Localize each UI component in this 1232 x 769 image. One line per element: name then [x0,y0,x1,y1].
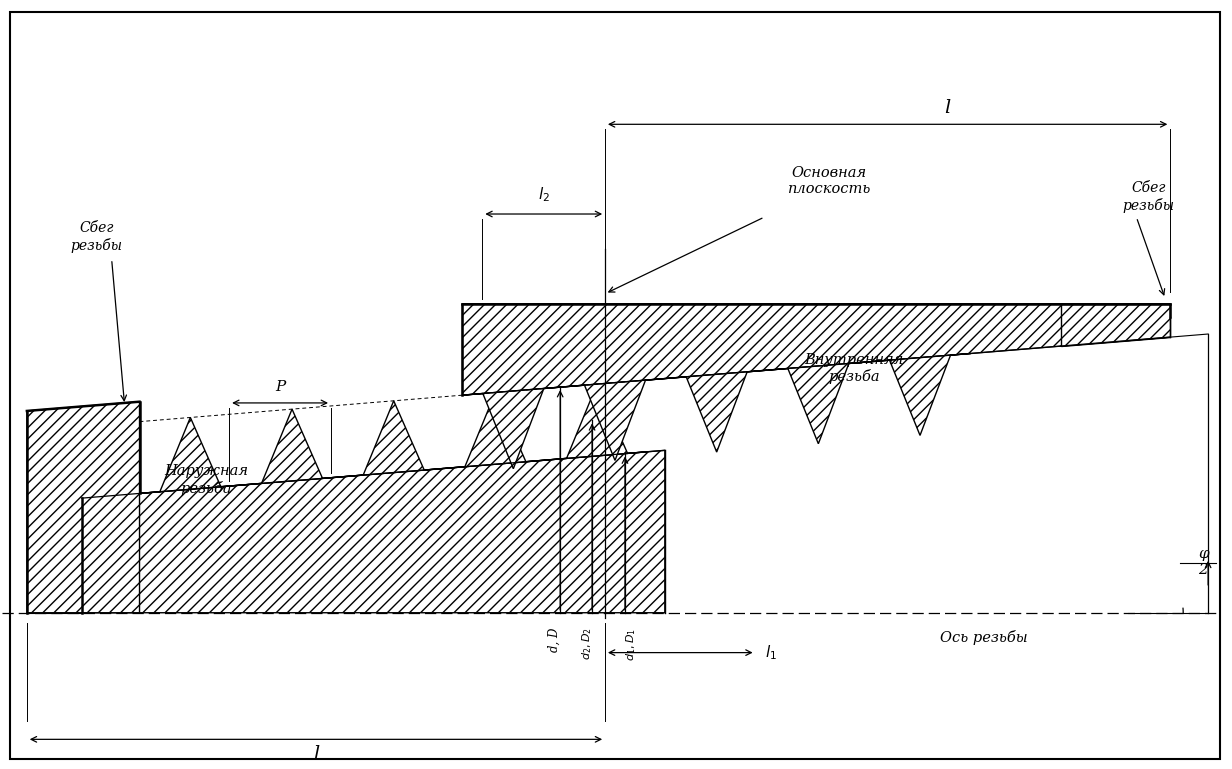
Polygon shape [342,401,445,477]
Polygon shape [139,418,241,494]
Text: $l_1$: $l_1$ [765,643,777,662]
Polygon shape [462,387,564,469]
Text: $l_2$: $l_2$ [538,185,549,204]
Text: P: P [275,380,285,394]
Polygon shape [445,392,546,468]
Text: Основная
плоскость: Основная плоскость [787,166,871,196]
Text: $d_2,D_2$: $d_2,D_2$ [580,628,594,661]
Polygon shape [546,384,648,460]
Polygon shape [870,354,971,435]
Text: l: l [944,99,951,118]
Polygon shape [81,451,665,613]
Polygon shape [665,370,768,452]
Polygon shape [241,409,342,485]
Text: $d_1,D_1$: $d_1,D_1$ [625,628,638,661]
Text: Ось резьбы: Ось резьбы [940,630,1027,644]
Text: φ: φ [1198,547,1209,561]
Polygon shape [27,401,139,613]
Polygon shape [1061,304,1170,346]
Text: Сбег
резьбы: Сбег резьбы [70,221,123,253]
Text: l: l [313,745,319,764]
Polygon shape [564,378,665,461]
Text: Сбег
резьбы: Сбег резьбы [1122,181,1174,213]
Polygon shape [768,361,870,444]
Polygon shape [462,304,1170,395]
Text: 2: 2 [1199,563,1209,577]
Text: Наружная
резьба: Наружная резьба [164,464,249,496]
Text: d, D: d, D [548,628,561,652]
Text: Внутренняя
резьба: Внутренняя резьба [804,353,904,384]
